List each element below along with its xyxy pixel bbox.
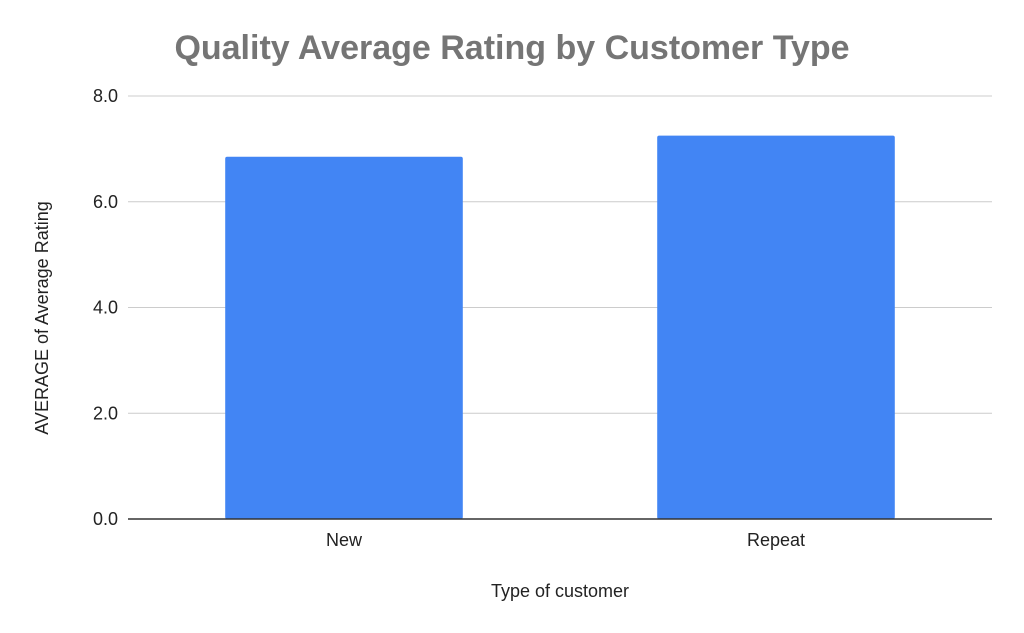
bar-new (225, 156, 463, 519)
chart-title: Quality Average Rating by Customer Type (174, 29, 849, 67)
x-axis-ticks: New Repeat (326, 530, 805, 550)
y-tick-label: 2.0 (93, 403, 118, 423)
y-tick-label: 4.0 (93, 298, 118, 318)
y-axis-ticks: 0.0 2.0 4.0 6.0 8.0 (93, 86, 118, 529)
x-axis-title: Type of customer (491, 581, 629, 601)
y-tick-label: 6.0 (93, 192, 118, 212)
x-tick-label: New (326, 530, 363, 550)
x-tick-label: Repeat (747, 530, 805, 550)
bar-repeat (657, 135, 895, 519)
bars (225, 135, 895, 519)
y-axis-title: AVERAGE of Average Rating (32, 201, 52, 434)
y-tick-label: 8.0 (93, 86, 118, 106)
y-tick-label: 0.0 (93, 509, 118, 529)
